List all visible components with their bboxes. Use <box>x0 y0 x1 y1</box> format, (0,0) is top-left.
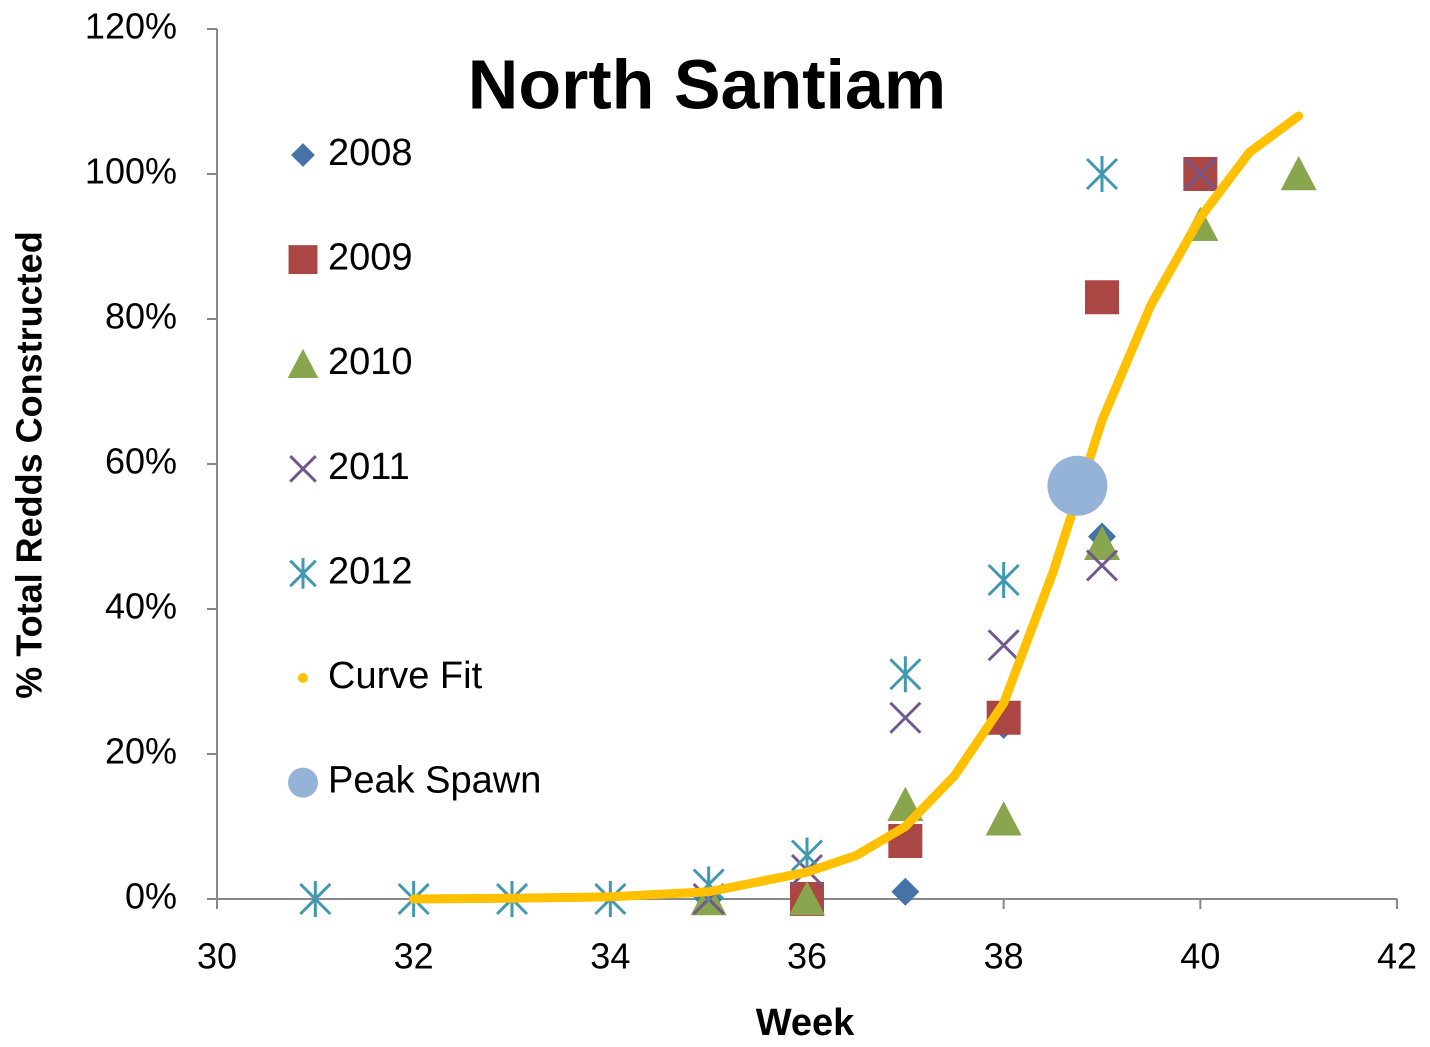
legend-label: 2011 <box>328 446 410 488</box>
marker-triangle <box>287 348 319 378</box>
marker-triangle <box>789 881 825 916</box>
marker-triangle <box>1280 156 1317 191</box>
marker-triangle <box>985 801 1022 836</box>
y-tick-label: 60% <box>105 441 177 482</box>
marker-square <box>1085 280 1119 315</box>
marker-x <box>289 454 317 483</box>
legend-label: 2012 <box>328 550 413 592</box>
marker-asterisk <box>289 558 317 589</box>
marker-asterisk <box>889 656 922 693</box>
y-tick-label: 40% <box>105 586 177 627</box>
x-tick-label: 30 <box>197 936 237 977</box>
marker-asterisk <box>299 881 332 917</box>
marker-x <box>987 629 1020 662</box>
y-tick-label: 80% <box>105 296 177 337</box>
legend-label: 2008 <box>328 132 413 174</box>
y-tick-label: 0% <box>125 876 177 917</box>
marker-asterisk <box>692 866 725 903</box>
y-tick-label: 100% <box>85 151 177 192</box>
chart-title: North Santiam <box>468 45 946 123</box>
marker-x <box>1085 549 1119 582</box>
y-tick-label: 20% <box>105 731 177 772</box>
marker-diamond <box>891 877 920 906</box>
y-axis-label: % Total Redds Constructed <box>9 231 50 698</box>
marker-circle <box>1047 455 1108 516</box>
x-tick-label: 36 <box>787 936 827 977</box>
x-tick-label: 38 <box>984 936 1024 977</box>
marker-dot <box>298 673 308 683</box>
marker-diamond <box>291 143 315 167</box>
x-tick-label: 40 <box>1180 936 1220 977</box>
marker-triangle <box>1084 525 1120 560</box>
x-tick-label: 32 <box>394 936 434 977</box>
marker-x <box>1184 157 1217 191</box>
curve-line <box>409 111 1304 904</box>
marker-asterisk <box>987 562 1020 598</box>
marker-x <box>889 701 922 734</box>
legend-label: 2010 <box>328 341 413 383</box>
x-tick-label: 34 <box>590 936 630 977</box>
x-axis-label: Week <box>756 1002 855 1044</box>
marker-square <box>288 245 318 275</box>
x-tick-label: 42 <box>1377 936 1417 977</box>
y-tick-label: 120% <box>85 6 177 47</box>
legend-label: Peak Spawn <box>328 760 541 802</box>
legend-label: Curve Fit <box>328 655 483 697</box>
marker-asterisk <box>1085 156 1119 192</box>
marker-circle <box>288 767 318 798</box>
legend-label: 2009 <box>328 237 413 279</box>
